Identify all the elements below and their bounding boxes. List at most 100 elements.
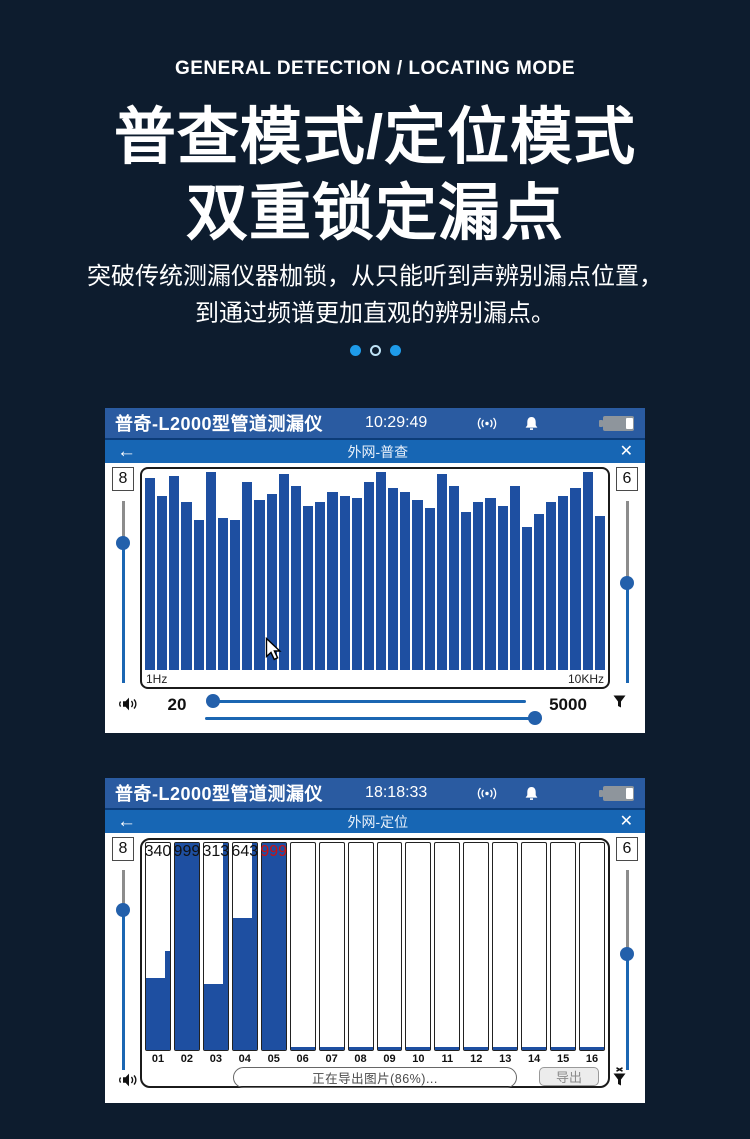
speaker-icon[interactable] bbox=[117, 695, 139, 718]
carousel-dot[interactable] bbox=[369, 345, 381, 356]
slider-thumb[interactable] bbox=[116, 903, 130, 917]
spectrum-bar bbox=[582, 472, 593, 670]
locate-column bbox=[405, 842, 432, 1051]
spectrum-bar bbox=[278, 473, 289, 670]
screen-body: 8 6 1Hz 10KHz 20 bbox=[105, 463, 645, 731]
spectrum-bar bbox=[375, 472, 387, 670]
page-title-line1: 普查模式/定位模式 bbox=[113, 103, 637, 172]
column-label: 03 bbox=[209, 1052, 222, 1065]
battery-icon bbox=[599, 415, 635, 431]
subtitle-line2: 到通过频谱更加直观的辨别漏点。 bbox=[195, 300, 555, 327]
device-title: 普奇-L2000型管道测漏仪 bbox=[115, 784, 324, 804]
nav-bar: ← 外网-定位 ✕ bbox=[105, 808, 645, 833]
spectrum-bar bbox=[339, 495, 350, 670]
locate-column bbox=[289, 842, 316, 1051]
spectrum-bar bbox=[412, 499, 423, 670]
spectrum-bar bbox=[230, 519, 241, 670]
filter-icon[interactable] bbox=[611, 693, 628, 715]
gain-right-value: 6 bbox=[616, 467, 638, 491]
range-min-thumb[interactable] bbox=[206, 694, 220, 708]
spectrum-bar bbox=[570, 487, 581, 670]
locate-column bbox=[376, 842, 403, 1051]
range-max-slider[interactable] bbox=[205, 717, 542, 720]
spectrum-bar bbox=[424, 507, 435, 670]
range-min-value: 20 bbox=[167, 695, 187, 714]
column-label: 07 bbox=[325, 1052, 338, 1065]
spectrum-bar bbox=[497, 505, 508, 670]
page-title-line2: 双重锁定漏点 bbox=[185, 179, 564, 248]
column-label: 16 bbox=[585, 1052, 599, 1065]
locate-column bbox=[434, 842, 461, 1051]
range-min-slider[interactable] bbox=[210, 700, 526, 703]
back-icon[interactable]: ← bbox=[117, 441, 136, 462]
spectrum-bar bbox=[315, 501, 326, 670]
chart-footer: 正在导出图片(86%)... 导出 bbox=[145, 1066, 605, 1088]
gain-left-slider[interactable] bbox=[116, 870, 130, 1070]
locate-column: 313 bbox=[202, 842, 230, 1051]
spectrum-bar bbox=[436, 473, 447, 670]
battery-icon bbox=[599, 785, 635, 801]
spectrum-bar bbox=[266, 493, 277, 670]
gain-right-value: 6 bbox=[616, 837, 638, 861]
bell-icon bbox=[523, 416, 540, 431]
spectrum-bar bbox=[363, 481, 374, 670]
spectrum-bar bbox=[193, 519, 204, 670]
speaker-icon[interactable] bbox=[117, 1071, 139, 1094]
spectrum-bar bbox=[558, 495, 569, 670]
column-label: 04 bbox=[238, 1052, 251, 1065]
locate-column bbox=[521, 842, 548, 1051]
cursor-icon bbox=[265, 636, 285, 668]
close-icon[interactable]: ✕ bbox=[619, 812, 633, 830]
column-label: 08 bbox=[354, 1052, 367, 1065]
spectrum-bar bbox=[254, 499, 265, 670]
column-value: 313 bbox=[202, 843, 230, 860]
column-label: 09 bbox=[383, 1052, 396, 1065]
slider-thumb[interactable] bbox=[116, 535, 130, 550]
column-value: 999 bbox=[173, 843, 201, 860]
spectrum-bar bbox=[534, 513, 545, 670]
column-label: 14 bbox=[528, 1052, 541, 1065]
carousel-dot[interactable] bbox=[389, 345, 401, 356]
spectrum-bar bbox=[473, 501, 484, 670]
spectrum-chart: 1Hz 10KHz bbox=[140, 467, 610, 689]
spectrum-bars bbox=[145, 472, 605, 670]
spectrum-bar bbox=[303, 505, 314, 670]
column-label: 10 bbox=[412, 1052, 425, 1065]
spectrum-bar bbox=[327, 491, 338, 670]
carousel-dot[interactable] bbox=[349, 345, 361, 356]
range-max-value: 5000 bbox=[549, 695, 587, 714]
freq-low-label: 1Hz bbox=[146, 672, 168, 686]
column-label: 13 bbox=[499, 1052, 512, 1065]
nav-title: 外网-定位 bbox=[347, 813, 409, 830]
locate-labels: 01 02 03 04 05 06 07 08 09 10 11 12 13 14 15 16 bbox=[145, 1051, 605, 1066]
spectrum-bar bbox=[400, 491, 411, 670]
spectrum-bar bbox=[242, 481, 253, 670]
slider-thumb[interactable] bbox=[620, 947, 634, 961]
spectrum-bar bbox=[509, 485, 520, 670]
gain-left-value: 8 bbox=[112, 837, 134, 861]
locate-column bbox=[463, 842, 490, 1051]
locate-column bbox=[318, 842, 345, 1051]
column-label: 01 bbox=[151, 1052, 165, 1065]
slider-thumb[interactable] bbox=[620, 575, 634, 590]
gain-left-slider[interactable] bbox=[116, 501, 130, 683]
clear-filter-icon[interactable] bbox=[611, 1067, 628, 1093]
close-icon[interactable]: ✕ bbox=[619, 442, 633, 460]
export-button[interactable]: 导出 bbox=[539, 1067, 599, 1086]
device-screenshot-general: 普奇-L2000型管道测漏仪 10:29:49 ← 外网-普查 ✕ 8 6 bbox=[105, 408, 645, 733]
status-time: 10:29:49 bbox=[365, 414, 428, 431]
carousel-dots[interactable] bbox=[0, 345, 750, 356]
range-max-thumb[interactable] bbox=[528, 711, 542, 725]
export-status-pill: 正在导出图片(86%)... bbox=[233, 1067, 517, 1088]
spectrum-bar bbox=[351, 497, 362, 670]
device-title: 普奇-L2000型管道测漏仪 bbox=[115, 414, 324, 434]
spectrum-bar bbox=[157, 495, 168, 670]
gain-right-slider[interactable] bbox=[620, 501, 634, 683]
column-value: 999 bbox=[260, 843, 288, 860]
column-label: 05 bbox=[267, 1052, 280, 1065]
locate-column bbox=[550, 842, 577, 1051]
status-bar: 普奇-L2000型管道测漏仪 18:18:33 bbox=[105, 778, 645, 808]
gain-right-slider[interactable] bbox=[620, 870, 634, 1070]
back-icon[interactable]: ← bbox=[117, 811, 136, 832]
column-value: 340 bbox=[144, 843, 172, 860]
